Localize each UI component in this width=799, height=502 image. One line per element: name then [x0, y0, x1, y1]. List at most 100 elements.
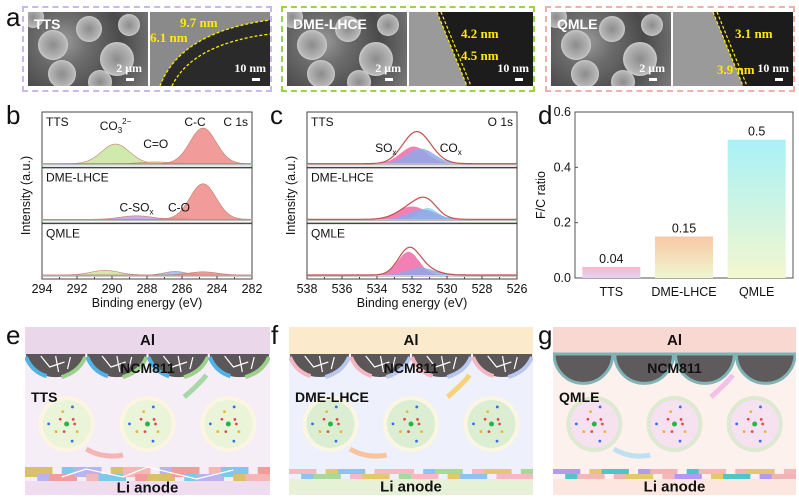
micrograph-frame-tts: TTS 2 μm 9.7 nm 6.1 nm 10 nm [22, 6, 272, 92]
cei-fragment [471, 356, 495, 379]
fitted-peak [307, 148, 517, 164]
solvent-molecule [486, 410, 490, 413]
sei-segment [783, 469, 796, 474]
envelope-curve [307, 196, 517, 220]
ncm811-label: NCM811 [120, 360, 175, 376]
o1s-xps-chart: TTS SOx COx DME-LHCE QMLE O 1s 538 536 534 532 530… [284, 111, 527, 310]
sem-scale-bar [385, 78, 393, 81]
sei-segment [674, 474, 702, 479]
particle [76, 16, 102, 42]
sei-thickness-label: 9.7 nm [180, 15, 218, 30]
solvent-molecule [337, 422, 340, 426]
tem-image: 9.7 nm 6.1 nm 10 nm [150, 12, 270, 86]
sei-segment [601, 469, 629, 474]
solvent-molecule [735, 422, 739, 426]
solvent-molecule [759, 417, 763, 421]
sei-segment [698, 469, 727, 474]
solvent-molecule [479, 430, 483, 433]
solvent-molecule [761, 422, 765, 426]
particle [377, 14, 399, 36]
ncm811-label: NCM811 [383, 360, 439, 376]
particle [88, 70, 112, 86]
solvent-molecule [156, 430, 160, 434]
sei-segment [723, 474, 751, 479]
sei-segment [650, 469, 678, 474]
x-tick-label: 528 [472, 282, 493, 296]
li-anode-label: Li anode [116, 479, 179, 496]
solvent-molecule [750, 430, 754, 433]
particle [118, 14, 140, 36]
sei-segment [374, 469, 399, 474]
li-anode-label: Li anode [643, 478, 706, 496]
panel-label-g: g [538, 320, 553, 350]
stack-label: DME-LHCE [46, 171, 109, 185]
sei-segment [759, 474, 784, 479]
solvent-molecule [669, 410, 673, 413]
solvent-molecule [417, 422, 421, 426]
solvent-molecule [61, 410, 65, 413]
li-anode: Li anode [25, 479, 270, 496]
bar-qmle [727, 139, 786, 278]
spectrum-tts [307, 130, 517, 166]
solvent-molecule [232, 439, 236, 443]
sem-scale-bar-label: 2 μm [116, 61, 142, 75]
solvent-molecule [749, 410, 753, 413]
solvent-molecule [75, 430, 79, 434]
cei-fragment [385, 356, 412, 379]
sem-image: QMLE 2 μm [551, 12, 671, 86]
y-axis-label: Intensity (a.u.) [284, 156, 298, 235]
migration-arrow [84, 446, 124, 459]
particle [48, 60, 76, 86]
solvent-molecule [500, 430, 504, 434]
x-tick-label: 286 [172, 282, 193, 296]
migration-arrow [709, 373, 735, 399]
solvent-molecule [143, 430, 147, 433]
fc-ratio-bar-chart: 0.0 0.2 0.4 0.6 0.04 TTS 0.15 DME-LHCE 0.5 QMLE F/… [534, 105, 794, 299]
al-current-collector: Al [289, 327, 533, 354]
solvent-molecule [322, 417, 326, 421]
li-ion [672, 421, 677, 427]
fitted-peak [307, 209, 517, 220]
particle [28, 12, 44, 28]
stack-label: QMLE [311, 226, 345, 240]
sample-label: TTS [34, 16, 61, 32]
sei-segment [362, 474, 390, 479]
sei-segment [459, 474, 488, 479]
sei-segment [25, 467, 53, 477]
sem-scale-bar-label: 2 μm [375, 61, 401, 75]
x-category-label: QMLE [739, 285, 774, 299]
x-axis-label: Binding energy (eV) [92, 296, 202, 310]
particle [561, 30, 591, 60]
solvent-molecule [339, 430, 343, 434]
electrolyte-label: TTS [31, 389, 58, 405]
solvent-molecule [495, 405, 499, 409]
migration-arrow [612, 446, 651, 459]
x-tick-label: 532 [402, 282, 423, 296]
solvent-molecule [335, 417, 339, 421]
solvent-molecule [334, 439, 338, 443]
solvent-molecule [495, 439, 499, 443]
x-axis-label: Binding energy (eV) [357, 296, 467, 310]
bar-value-label: 0.15 [672, 222, 696, 236]
solvent-molecule [678, 405, 682, 409]
crack [426, 355, 457, 373]
solvent-molecule [742, 430, 746, 433]
sem-scale-bar [126, 78, 134, 81]
sei-segment [447, 474, 472, 479]
ncm811-label: NCM811 [647, 360, 702, 376]
solvent-molecule [586, 417, 590, 421]
cei-fragment [60, 356, 88, 380]
crack [224, 355, 255, 373]
sei-segment [520, 469, 533, 474]
tem-scale-bar-label: 10 nm [757, 61, 789, 75]
solvent-molecule [574, 422, 578, 426]
migration-arrow [348, 446, 388, 459]
sem-image: TTS 2 μm [28, 12, 148, 86]
panel-label-a: a [6, 2, 21, 32]
solvent-molecule [666, 417, 670, 421]
cei-fragment [289, 356, 312, 379]
peak-label: C-C [184, 115, 206, 129]
x-tick-label: 292 [67, 282, 88, 296]
fitted-peak [307, 267, 517, 275]
solvent-molecule [582, 430, 586, 433]
